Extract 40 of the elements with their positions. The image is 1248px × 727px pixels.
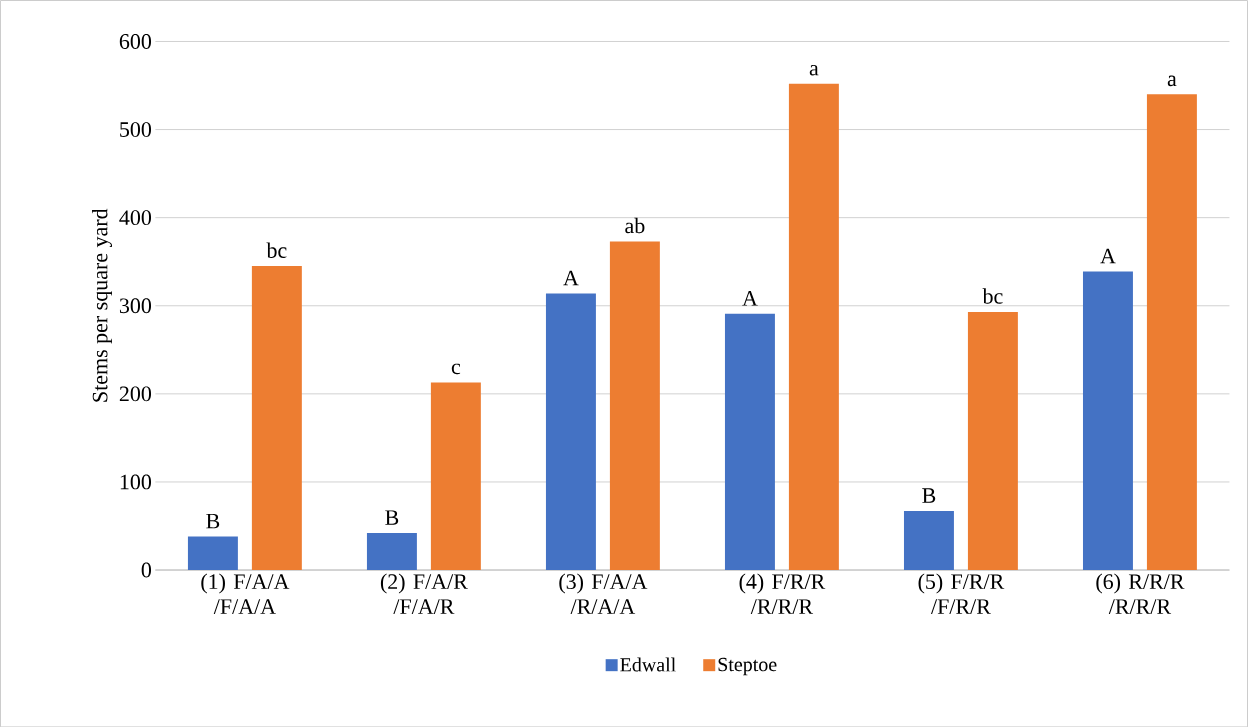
y-tick-label: 600 xyxy=(119,33,152,49)
annotation: c xyxy=(451,363,461,374)
annotation: ab xyxy=(625,217,645,234)
annotation: A xyxy=(1100,248,1116,263)
bar xyxy=(430,382,481,570)
annotation: a xyxy=(1167,75,1177,86)
bar xyxy=(903,510,954,570)
bar xyxy=(366,532,417,570)
bar xyxy=(609,241,660,570)
x-tick-label: (5) F/R/R /F/R/R xyxy=(918,573,1005,614)
bar xyxy=(251,265,302,570)
legend-label: Steptoe xyxy=(718,657,777,676)
x-tick-label: (2) F/A/R /F/A/R xyxy=(380,573,468,614)
bar xyxy=(545,293,596,570)
y-tick-label: 400 xyxy=(119,210,152,225)
x-tick-label: (4) F/R/R /R/R/R xyxy=(739,573,826,614)
bar xyxy=(187,536,238,570)
annotation: B xyxy=(385,510,399,525)
annotation: B xyxy=(206,513,220,529)
y-tick-label: 100 xyxy=(120,474,152,490)
bar xyxy=(1082,271,1133,570)
bar xyxy=(1146,94,1197,570)
bar xyxy=(724,313,775,570)
annotation: A xyxy=(742,290,758,306)
bar xyxy=(967,311,1018,570)
x-tick-label: (3) F/A/A /R/A/A xyxy=(559,573,648,614)
y-axis-title: Stems per square yard xyxy=(92,208,113,402)
y-tick-label: 300 xyxy=(119,298,152,313)
x-tick-label: (6) R/R/R /R/R/R xyxy=(1096,573,1185,614)
annotation: A xyxy=(563,270,579,286)
y-tick-label: 500 xyxy=(120,121,152,137)
annotation: bc xyxy=(266,242,287,258)
y-tick-label: 0 xyxy=(141,562,152,578)
y-tick-label: 200 xyxy=(119,386,152,402)
bar xyxy=(788,83,839,570)
annotation: B xyxy=(922,488,936,503)
annotation: a xyxy=(809,64,819,76)
x-tick-label: (1) F/A/A /F/A/A xyxy=(201,573,290,614)
annotation: bc xyxy=(982,288,1003,304)
legend-label: Edwall xyxy=(620,657,676,672)
